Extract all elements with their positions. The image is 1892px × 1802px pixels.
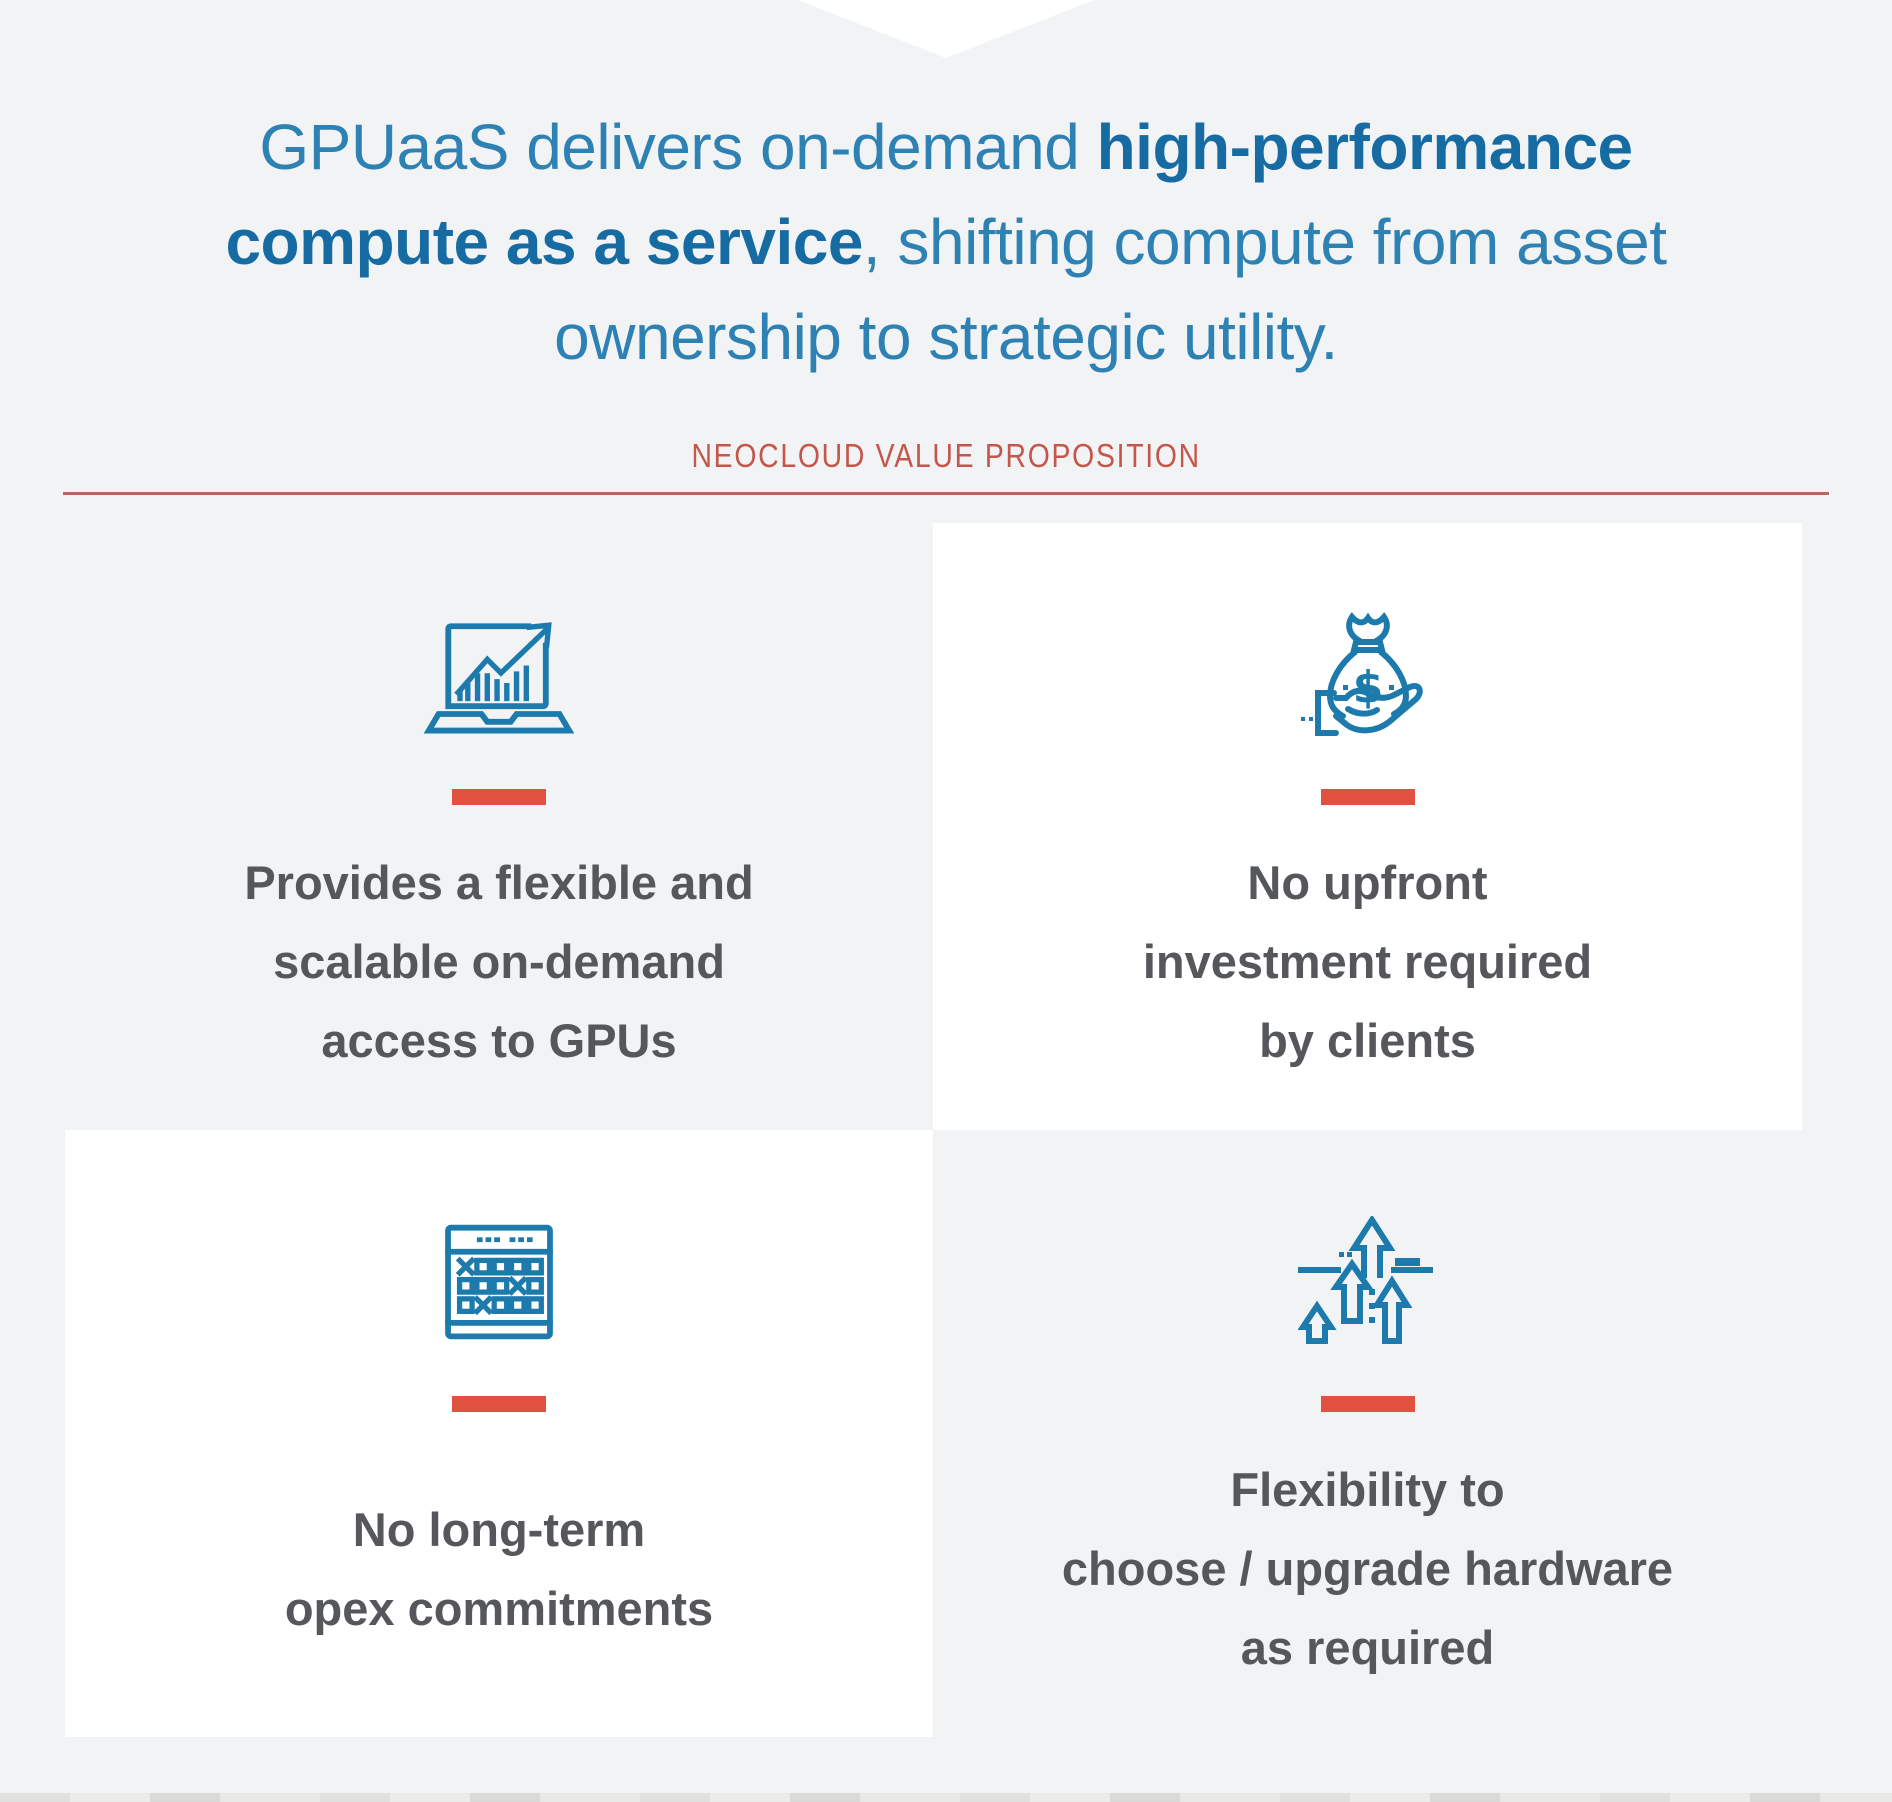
card-flexible-gpu-access: Provides a flexible and scalable on-dema…	[65, 523, 933, 1130]
card-caption: No upfront investment required by client…	[1142, 856, 1593, 1067]
growth-arrows-icon	[1297, 1214, 1438, 1350]
card-no-upfront-investment: $ No upfront investment required by clie…	[933, 523, 1802, 1130]
headline-line-1: GPUaaS delivers on-demand high-performan…	[259, 111, 1633, 183]
card-hardware-flexibility: Flexibility to choose / upgrade hardware…	[933, 1130, 1802, 1737]
calculator-grid-icon	[424, 1214, 574, 1350]
red-accent-bar	[452, 1396, 546, 1412]
section-divider-line	[63, 492, 1829, 495]
money-bag-hand-icon: $	[1288, 607, 1448, 743]
laptop-growth-chart-icon	[421, 607, 577, 743]
value-proposition-grid: Provides a flexible and scalable on-dema…	[65, 523, 1802, 1737]
red-accent-bar	[1320, 1396, 1415, 1412]
card-no-longterm-opex: No long-term opex commitments	[65, 1130, 933, 1737]
card-caption: Provides a flexible and scalable on-dema…	[244, 856, 754, 1067]
card-caption: Flexibility to choose / upgrade hardware…	[1061, 1463, 1674, 1674]
section-label: NEOCLOUD VALUE PROPOSITION	[691, 437, 1201, 474]
headline-line-3: ownership to strategic utility.	[554, 301, 1338, 373]
red-accent-bar	[1320, 789, 1415, 805]
card-caption: No long-term opex commitments	[284, 1502, 714, 1635]
next-section-edge	[0, 1793, 1892, 1802]
headline-line-2: compute as a service, shifting compute f…	[225, 206, 1667, 278]
page-title: GPUaaS delivers on-demand high-performan…	[0, 100, 1892, 385]
svg-text:$: $	[1352, 662, 1383, 713]
red-accent-bar	[452, 789, 546, 805]
top-chevron-notch	[798, 0, 1094, 58]
